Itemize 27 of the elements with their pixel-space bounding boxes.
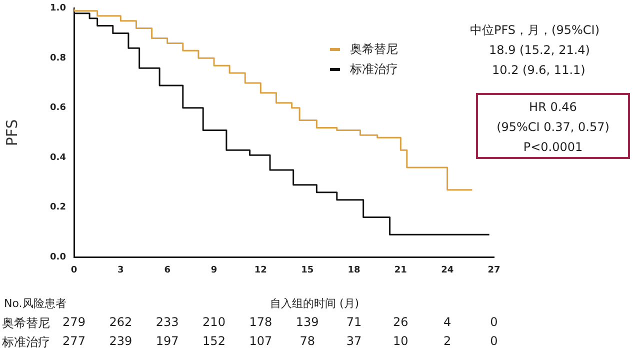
y-tick-label: 0.6 <box>50 103 66 114</box>
text: HR 0.46 (95%CI 0.37, 0.57) P<0.0001 <box>476 93 630 159</box>
y-tick-label: 0.4 <box>50 152 66 163</box>
text: 标准治疗 277 239 197 152 107 78 37 10 2 0 <box>2 334 498 349</box>
y-tick-label: 1.0 <box>50 4 66 14</box>
x-tick-label: 12 <box>254 266 267 276</box>
x-tick-label: 0 <box>70 266 78 276</box>
text: No.风险患者 <box>4 296 66 311</box>
y-tick-label: 0.2 <box>50 202 66 213</box>
y-tick-label: 0.8 <box>50 53 66 64</box>
legend-label: 奥希替尼 <box>349 41 398 58</box>
annotation: 18.9 (15.2, 21.4) <box>489 43 590 57</box>
y-tick-label: 0.0 <box>50 252 66 262</box>
x-tick-label: 27 <box>488 266 500 276</box>
x-tick-label: 9 <box>210 266 218 276</box>
annotation: 10.2 (9.6, 11.1) <box>492 63 586 77</box>
annotation: 中位PFS，月，(95%CI) <box>470 22 600 39</box>
x-tick-label: 21 <box>394 266 407 276</box>
x-tick-label: 6 <box>164 266 170 276</box>
y-axis-title: PFS <box>2 119 21 146</box>
x-tick-label: 24 <box>441 266 454 276</box>
x-tick-label: 18 <box>348 266 360 276</box>
x-axis-title: 自入组的时间 (月) <box>270 296 360 311</box>
x-tick-label: 15 <box>301 266 314 276</box>
x-tick-label: 3 <box>118 266 124 276</box>
legend-label: 标准治疗 <box>349 61 398 78</box>
text: 奥希替尼 279 262 233 210 178 139 71 26 4 0 <box>2 315 498 330</box>
